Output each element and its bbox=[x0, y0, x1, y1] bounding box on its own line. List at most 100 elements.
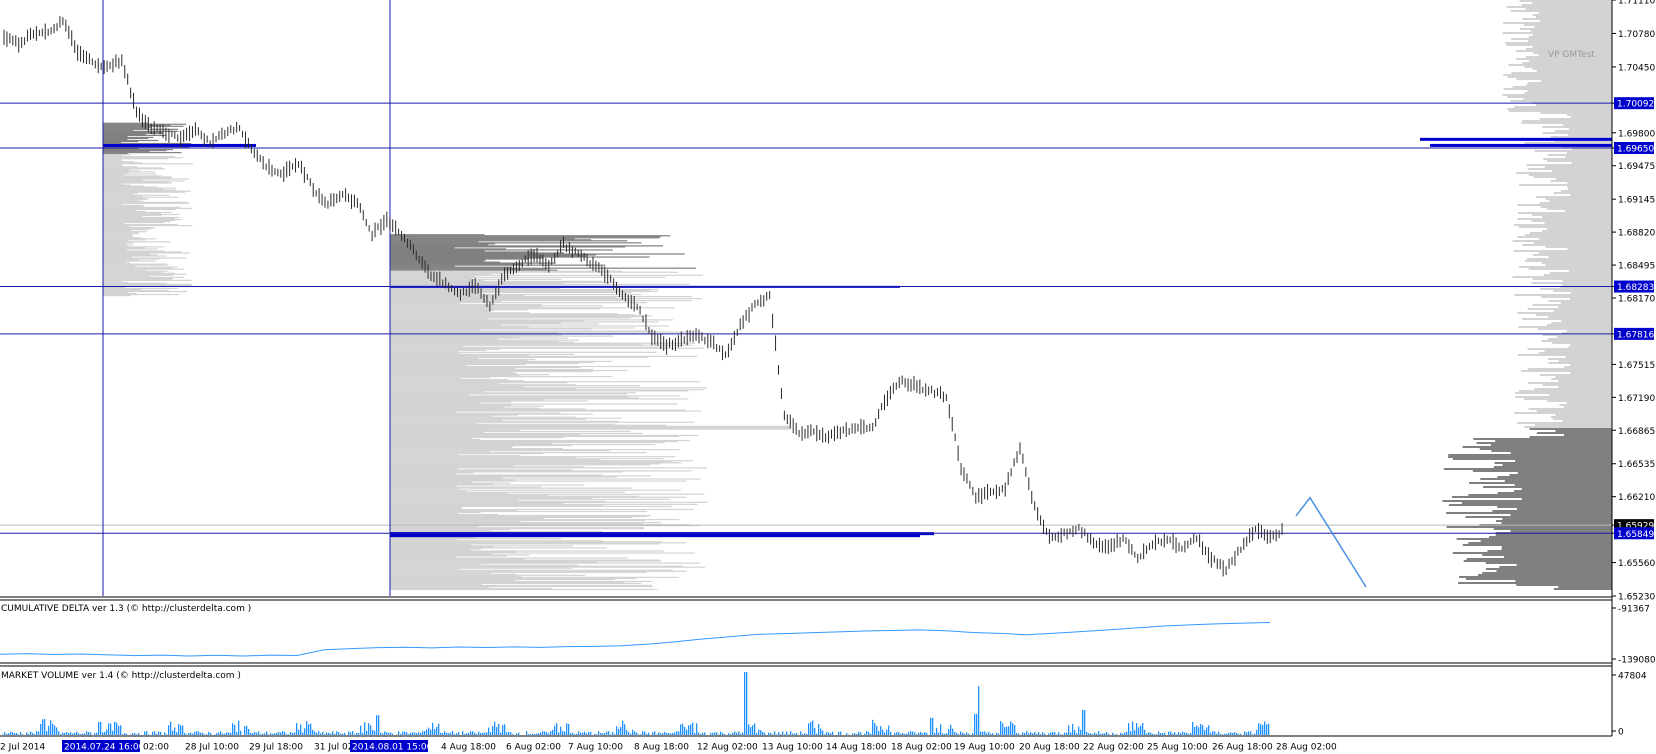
vp-session-row bbox=[390, 580, 652, 582]
volume-bar bbox=[794, 733, 796, 735]
vp-right-row bbox=[1523, 98, 1612, 100]
vp-session-row bbox=[103, 241, 171, 243]
volume-bar bbox=[896, 732, 898, 735]
volume-bar bbox=[764, 732, 766, 735]
volume-bar bbox=[284, 731, 286, 735]
vp-session-row bbox=[390, 463, 661, 465]
volume-bar bbox=[404, 731, 406, 735]
vp-session-row bbox=[390, 516, 633, 519]
vp-session-row bbox=[390, 281, 619, 283]
volume-bar bbox=[606, 731, 608, 735]
volume-bar bbox=[1112, 732, 1114, 735]
volume-bar bbox=[72, 733, 74, 735]
vp-session-row bbox=[390, 234, 485, 236]
vp-right-row bbox=[1518, 226, 1612, 228]
volume-bar bbox=[100, 721, 102, 735]
vp-session-row bbox=[390, 538, 562, 540]
vp-right-row bbox=[1552, 342, 1612, 344]
vp-right-row bbox=[1567, 248, 1612, 250]
vp-session-row bbox=[390, 527, 645, 529]
vp-session-row bbox=[103, 193, 134, 195]
volume-bar bbox=[824, 734, 826, 735]
vp-right-row bbox=[1527, 308, 1612, 310]
vp-right-row bbox=[1465, 516, 1612, 518]
vp-session-row bbox=[103, 137, 149, 140]
vp-right-row bbox=[1522, 244, 1612, 246]
vp-session-row bbox=[390, 531, 603, 533]
volume-bar bbox=[1004, 727, 1006, 735]
volume-bar bbox=[886, 729, 888, 735]
volume-bar bbox=[1120, 732, 1122, 735]
vp-session-row bbox=[103, 220, 171, 223]
vp-right-row bbox=[1485, 562, 1612, 564]
volume-bar bbox=[784, 734, 786, 735]
vp-right-row bbox=[1539, 118, 1612, 120]
volume-bar bbox=[228, 732, 230, 735]
vp-right-row bbox=[1532, 14, 1612, 16]
volume-bar bbox=[1266, 724, 1268, 735]
vp-right-row bbox=[1566, 152, 1612, 154]
volume-bar bbox=[1006, 726, 1008, 735]
volume-bar bbox=[202, 732, 204, 735]
vp-session-row bbox=[390, 239, 592, 241]
volume-bar bbox=[506, 732, 508, 735]
vp-session-row bbox=[390, 263, 524, 265]
volume-bar bbox=[302, 732, 304, 735]
vp-session-row bbox=[390, 435, 679, 438]
volume-bar bbox=[332, 731, 334, 735]
vp-session-row bbox=[390, 271, 678, 273]
volume-bar bbox=[1086, 731, 1088, 735]
vp-session-row bbox=[390, 316, 643, 318]
volume-bar bbox=[154, 731, 156, 735]
vp-session-row bbox=[103, 292, 137, 295]
vp-session-row bbox=[103, 141, 122, 144]
vp-session-row bbox=[103, 251, 182, 253]
volume-bar bbox=[934, 732, 936, 735]
vp-right-row bbox=[1446, 512, 1612, 514]
vp-session-row bbox=[390, 522, 662, 524]
volume-bar bbox=[1184, 732, 1186, 735]
volume-bar bbox=[872, 719, 874, 735]
vp-session-row bbox=[390, 236, 661, 238]
volume-bar bbox=[810, 722, 812, 735]
vp-session-row bbox=[103, 171, 156, 173]
volume-bar bbox=[602, 733, 604, 735]
vp-session-row bbox=[103, 210, 146, 213]
vp-session-row bbox=[103, 230, 132, 232]
volume-bar bbox=[1070, 732, 1072, 735]
vp-session-row bbox=[390, 550, 664, 552]
volume-bar bbox=[1168, 731, 1170, 735]
y-tick-label: 1.65230 bbox=[1618, 593, 1655, 603]
volume-bar bbox=[916, 734, 918, 735]
vp-session-row bbox=[390, 269, 558, 271]
vp-right-row bbox=[1563, 406, 1612, 408]
y-tick-label: 1.66865 bbox=[1618, 427, 1655, 437]
vp-session-row bbox=[103, 265, 135, 267]
volume-bar bbox=[424, 731, 426, 735]
volume-bar bbox=[496, 727, 498, 735]
vp-session-row bbox=[103, 229, 149, 231]
vp-session-row bbox=[390, 464, 651, 466]
volume-bar bbox=[820, 728, 822, 735]
volume-bar bbox=[1076, 733, 1078, 735]
volume-bar bbox=[246, 725, 248, 735]
volume-bar bbox=[466, 732, 468, 735]
vp-right-row bbox=[1550, 136, 1612, 138]
volume-bar bbox=[942, 733, 944, 735]
time-tick-label: 25 Aug 10:00 bbox=[1147, 743, 1208, 753]
volume-bar bbox=[742, 732, 744, 735]
volume-bar bbox=[1202, 725, 1204, 735]
volume-bar bbox=[1260, 724, 1262, 735]
vp-session-row bbox=[390, 412, 561, 414]
vp-session-row bbox=[390, 356, 648, 358]
vp-session-row bbox=[103, 135, 128, 138]
volume-bar bbox=[950, 724, 952, 735]
vp-session-row bbox=[390, 517, 544, 520]
volume-bar bbox=[582, 732, 584, 735]
volume-bar bbox=[814, 727, 816, 735]
volume-bar bbox=[314, 731, 316, 735]
volume-bar bbox=[596, 734, 598, 735]
vp-session-row bbox=[103, 209, 137, 212]
vp-session-row bbox=[103, 161, 135, 163]
vp-session-row bbox=[390, 242, 642, 244]
